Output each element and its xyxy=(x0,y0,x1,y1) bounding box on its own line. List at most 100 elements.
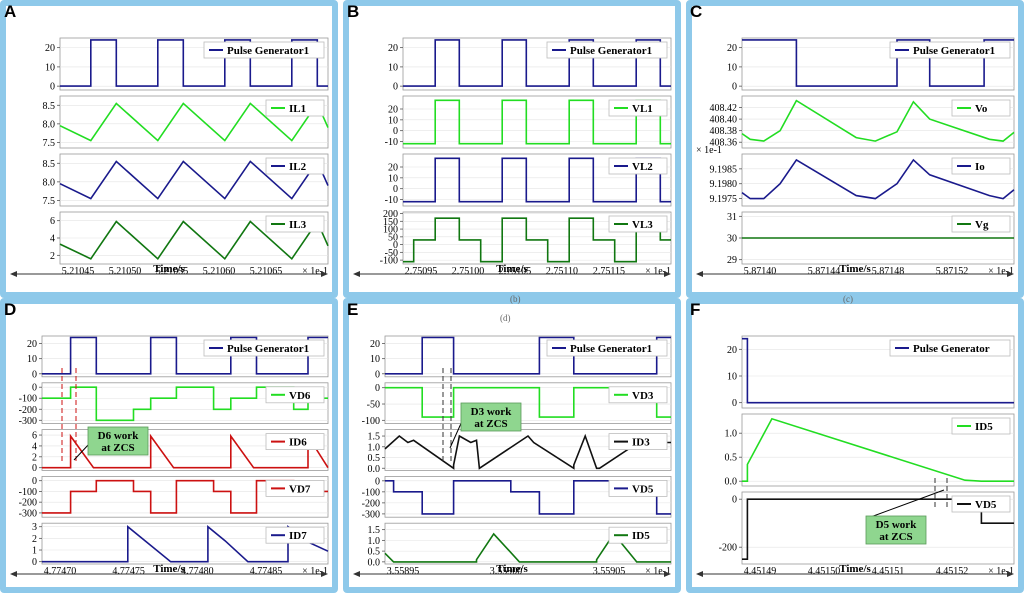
panel-b-ytick-label: 20 xyxy=(388,163,398,174)
panel-c-ytick-label: 9.1980 xyxy=(710,179,738,190)
panel-d-xtick-label: 4.77485 xyxy=(250,566,283,577)
panel-a-legend-box xyxy=(265,157,325,175)
panel-f-time-axis xyxy=(696,571,1014,577)
panel-f-zcs-note-line1: D5 work xyxy=(876,519,918,531)
panel-e-ytick-label: 20 xyxy=(370,339,380,350)
panel-e-legend-label: ID3 xyxy=(632,437,650,449)
panel-e-legend-box xyxy=(608,433,668,451)
panel-b-ytick-label: 50 xyxy=(388,232,398,243)
panel-d: D 20 10 0 Pulse Generator1 0 -100 -200 -300 VD6 6… xyxy=(0,298,338,593)
panel-e-legend: VD3 xyxy=(608,386,668,404)
panel-a-legend-label: Pulse Generator1 xyxy=(227,45,309,57)
panel-b-ytick-label: 20 xyxy=(388,105,398,116)
panel-f-ytick-label: 0 xyxy=(732,495,737,506)
panel-f-legend: Pulse Generator xyxy=(889,339,1011,357)
panel-d-legend: ID6 xyxy=(265,433,325,451)
panel-b-xtick-label: 2.75095 xyxy=(405,266,438,277)
panel-letter-f: F xyxy=(690,300,701,319)
panel-e-subplot-2: 0 -50 -100 VD3 xyxy=(362,382,672,427)
panel-e-legend: ID3 xyxy=(608,433,668,451)
panel-f-ytick-label: 10 xyxy=(727,372,737,383)
caption-c: (c) xyxy=(843,294,853,304)
panel-d-zcs-note xyxy=(87,426,149,456)
panel-b-legend: VL2 xyxy=(608,157,668,175)
panel-a-ytick-label: 8.5 xyxy=(43,159,56,170)
panel-e-series-pulse-generator1 xyxy=(385,336,671,375)
panel-d-subplot-1: 20 10 0 Pulse Generator1 xyxy=(27,335,329,380)
panel-c-xtick-label: 5.87148 xyxy=(872,266,905,277)
panel-f-subplot-1: 20 10 0 Pulse Generator xyxy=(727,335,1015,409)
panel-d-legend: VD6 xyxy=(265,386,325,404)
panel-b-ytick-label: 10 xyxy=(388,115,398,126)
panel-f-xlabel: Time/s xyxy=(839,563,871,575)
panel-e-x-multiplier: × 1e-1 xyxy=(645,566,671,577)
panel-e-zcs-note-line1: D3 work xyxy=(471,406,513,418)
panel-e-time-axis xyxy=(353,571,671,577)
panel-e-ytick-label: 1.5 xyxy=(368,525,381,536)
panel-f-subplot-2: 1.0 0.5 0.0 ID5 xyxy=(725,413,1015,488)
panel-c-ytick-label: 408.38 xyxy=(710,126,738,137)
panel-a-subplot-3: 8.5 8.0 7.5 IL2 xyxy=(43,153,329,207)
panel-b-legend-box xyxy=(608,215,668,233)
panel-b-xtick-label: 2.75105 xyxy=(499,266,532,277)
panel-d-ytick-label: 0 xyxy=(32,476,37,487)
panel-b-xtick-label: 2.75115 xyxy=(593,266,625,277)
panel-d-ytick-label: 3 xyxy=(32,522,37,533)
panel-d-series-pulse-generator1 xyxy=(42,336,328,375)
panel-d-ytick-label: 1 xyxy=(32,546,37,557)
panel-a-ytick-label: 7.5 xyxy=(43,138,56,149)
panel-letter-a: A xyxy=(4,2,17,21)
panel-a-xtick-label: 5.21060 xyxy=(203,266,236,277)
panel-c-legend-label: Vg xyxy=(975,219,989,231)
panel-f-legend-box xyxy=(889,339,1011,357)
panel-e-legend: VD5 xyxy=(608,479,668,497)
panel-b-series-pulse-generator1 xyxy=(403,39,671,87)
panel-d-legend-box xyxy=(265,386,325,404)
panel-c-xtick-label: 5.87140 xyxy=(744,266,777,277)
panel-f: F 20 10 0 Pulse Generator 1.0 0.5 0.0 ID5 0 -200 V… xyxy=(686,298,1024,593)
panel-f-legend-box xyxy=(951,495,1011,513)
panel-a-time-axis-arrow-left xyxy=(10,271,17,277)
panel-a-ytick-label: 10 xyxy=(45,62,55,73)
panel-f-series-vd5 xyxy=(742,498,1014,561)
panel-d-ytick-label: 0 xyxy=(32,369,37,380)
panel-c-subplot-3: 9.1985 9.1980 9.1975 × 1e-1 Io xyxy=(696,145,1015,207)
panel-f-legend-label: ID5 xyxy=(975,421,993,433)
panel-d-legend-label: VD6 xyxy=(289,390,311,402)
panel-a-legend: IL1 xyxy=(265,99,325,117)
panel-e-series-id3 xyxy=(384,433,671,470)
panel-f-xtick-label: 4.45151 xyxy=(872,566,905,577)
panel-c-ytick-label: 30 xyxy=(727,234,737,245)
panel-e: E 20 10 0 Pulse Generator1 0 -50 -100 VD3 1.5 1.0… xyxy=(343,298,681,593)
panel-e-time-axis-arrow-left xyxy=(353,571,360,577)
panel-a-legend: IL2 xyxy=(265,157,325,175)
panel-b-legend-box xyxy=(608,157,668,175)
panel-d-xtick-label: 4.77480 xyxy=(181,566,214,577)
panel-e-ytick-label: -200 xyxy=(362,498,380,509)
panel-a-legend: IL3 xyxy=(265,215,325,233)
panel-f-ytick-label: 0 xyxy=(732,398,737,409)
panel-c-time-axis-arrow-left xyxy=(696,271,703,277)
panel-c-y-multiplier: × 1e-1 xyxy=(696,145,722,156)
panel-c-legend-label: Vo xyxy=(975,103,988,115)
panel-d-ytick-label: 6 xyxy=(32,431,37,442)
panel-d-legend-box xyxy=(265,526,325,544)
panel-d-ytick-label: -200 xyxy=(19,405,37,416)
panel-a-subplot-4: 6 4 2 IL3 xyxy=(50,211,329,265)
panel-c-ytick-label: 20 xyxy=(727,43,737,54)
panel-d-legend-label: ID6 xyxy=(289,437,307,449)
panel-e-ytick-label: 0 xyxy=(375,476,380,487)
panel-d-series-id6 xyxy=(42,433,329,469)
panel-d-xtick-label: 4.77475 xyxy=(112,566,145,577)
panel-e-ytick-label: 1.5 xyxy=(368,432,381,443)
panel-d-time-axis xyxy=(10,571,328,577)
panel-c-subplot-4: 31 30 29 Vg xyxy=(727,211,1015,266)
panel-d-ytick-label: 10 xyxy=(27,354,37,365)
panel-b-ytick-label: 0 xyxy=(393,184,398,195)
panel-b-legend-label: VL3 xyxy=(632,219,653,231)
panel-c-ytick-label: 10 xyxy=(727,62,737,73)
panel-d-ytick-label: 2 xyxy=(32,452,37,463)
panel-f-legend-label: Pulse Generator xyxy=(913,343,990,355)
panel-d-zcs-note-line2: at ZCS xyxy=(101,442,134,454)
